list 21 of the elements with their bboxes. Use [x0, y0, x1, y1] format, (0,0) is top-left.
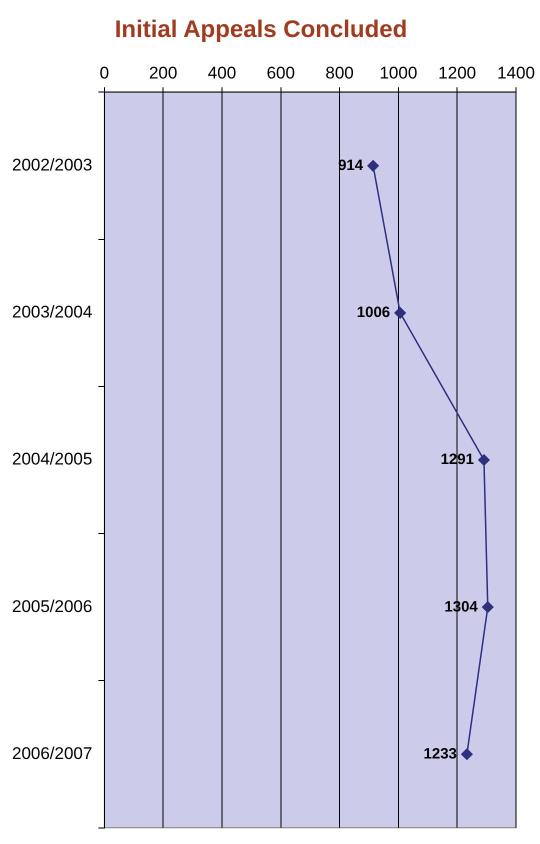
x-tick-label: 1400 — [497, 64, 535, 83]
chart-title: Initial Appeals Concluded — [114, 16, 408, 44]
x-tick-label: 600 — [266, 64, 295, 83]
y-tick-label: 2006/2007 — [12, 744, 92, 763]
point — [478, 454, 490, 466]
point — [461, 748, 473, 760]
point — [367, 160, 379, 172]
point — [394, 307, 406, 319]
data-label: 1006 — [356, 304, 390, 322]
point — [482, 601, 494, 613]
y-tick-label: 2005/2006 — [12, 596, 92, 616]
y-tick-label: 2002/2003 — [12, 155, 92, 174]
x-tick-label: 1200 — [438, 64, 476, 83]
data-label: 1233 — [424, 745, 457, 762]
x-tick-label: 0 — [100, 64, 110, 83]
y-tick-label: 2003/2004 — [12, 302, 92, 322]
x-tick-label: 1000 — [379, 64, 418, 83]
x-tick-label: 400 — [208, 64, 236, 83]
x-tick-label: 800 — [325, 64, 354, 83]
x-tick-label: 200 — [148, 64, 178, 83]
y-tick-label: 2004/2005 — [12, 450, 92, 469]
